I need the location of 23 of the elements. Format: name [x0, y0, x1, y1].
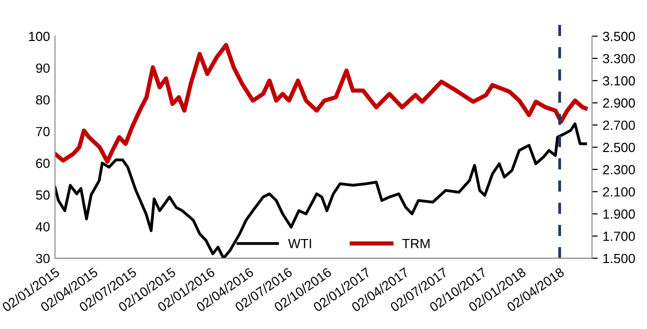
y2-tick-label: 2.100	[603, 187, 635, 197]
y-tick-label: 90	[36, 63, 50, 73]
legend-label: WTI	[288, 239, 312, 248]
y2-tick-label: 1.900	[603, 209, 635, 219]
legend-label: TRM	[402, 239, 430, 248]
y2-tick-label: 3.300	[602, 54, 635, 64]
y2-tick-label: 1.700	[603, 232, 635, 241]
y2-tick-label: 3.500	[602, 32, 635, 42]
line-series	[54, 122, 588, 258]
line-series	[54, 42, 588, 164]
y2-tick-label: 2.300	[603, 165, 635, 174]
y2-tick-label: 2.500	[603, 142, 635, 152]
y-tick-label: 100	[29, 32, 50, 42]
y-tick-label: 50	[36, 190, 50, 200]
y-tick-label: 40	[36, 222, 50, 232]
y2-tick-label: 1.500	[603, 254, 635, 264]
y-tick-label: 80	[36, 95, 50, 105]
y-tick-label: 70	[36, 126, 50, 136]
y-tick-label: 60	[36, 158, 50, 168]
y2-tick-label: 2.700	[603, 120, 635, 130]
y2-tick-label: 3.100	[602, 76, 635, 86]
y2-tick-label: 2.900	[603, 98, 635, 108]
y-tick-label: 30	[36, 254, 50, 264]
